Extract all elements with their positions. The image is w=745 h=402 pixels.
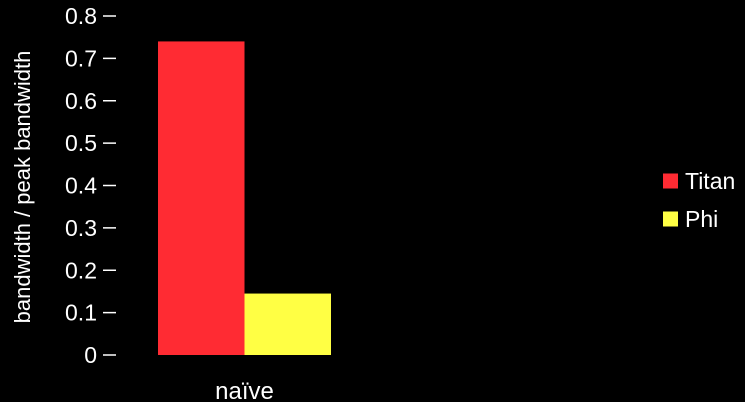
y-axis-label: bandwidth / peak bandwidth (10, 51, 35, 324)
legend-label-phi: Phi (685, 206, 718, 232)
legend-swatch-titan (663, 173, 678, 189)
bars (158, 41, 331, 356)
y-tick-label: 0.7 (65, 45, 97, 71)
y-tick-label: 0 (84, 342, 97, 368)
category-label: naïve (215, 378, 274, 402)
y-tick-label: 0.8 (65, 3, 97, 29)
y-tick-label: 0.5 (65, 130, 97, 156)
y-tick-label: 0.4 (65, 173, 97, 199)
legend-label-titan: Titan (685, 168, 735, 194)
y-tick-label: 0.1 (65, 300, 97, 326)
y-tick-label: 0.3 (65, 215, 97, 241)
bar-phi (244, 293, 331, 355)
y-tick-label: 0.2 (65, 257, 97, 283)
legend-swatch-phi (663, 211, 678, 227)
legend: Titan Phi (663, 168, 735, 232)
category-labels: naïve (215, 378, 274, 402)
y-tick-label: 0.6 (65, 88, 97, 114)
y-axis: 0 0.1 0.2 0.3 0.4 0.5 0.6 0.7 0.8 (65, 3, 116, 368)
bar-titan (158, 41, 245, 356)
